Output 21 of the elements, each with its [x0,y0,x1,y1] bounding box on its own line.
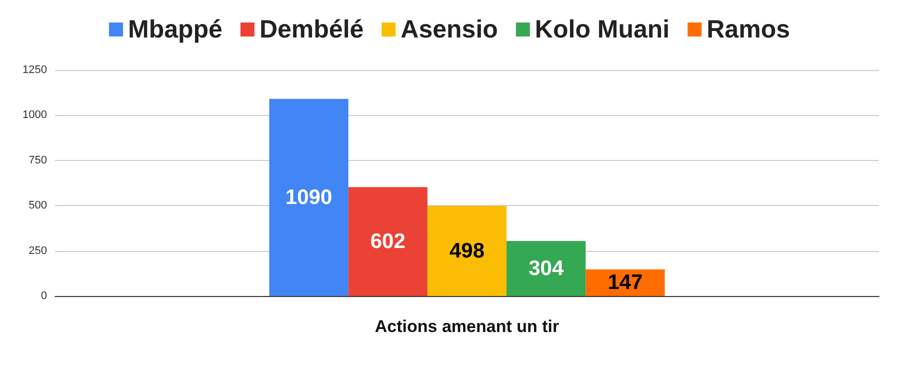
y-tick-label: 1250 [22,64,47,76]
data-label: 304 [528,257,564,280]
legend-label: Dembélé [259,16,364,44]
bar [427,206,507,296]
data-label: 1090 [285,186,332,209]
y-tick-label: 1000 [22,109,47,122]
bar [348,187,428,296]
y-tick-label: 0 [40,290,47,302]
y-tick-label: 250 [28,244,47,257]
data-label: 602 [370,230,406,254]
data-label: 147 [608,271,643,294]
legend-label: Mbappé [128,16,223,44]
bar [269,98,348,296]
y-tick-label: 750 [28,154,47,166]
legend-label: Asensio [400,16,498,44]
x-tick-label: Actions amenant un tir [374,317,560,336]
y-tick-label: 500 [28,200,47,212]
bar [506,241,586,296]
legend-label: Kolo Muani [534,16,670,44]
legend-label: Ramos [706,16,790,44]
data-label: 498 [449,239,485,262]
